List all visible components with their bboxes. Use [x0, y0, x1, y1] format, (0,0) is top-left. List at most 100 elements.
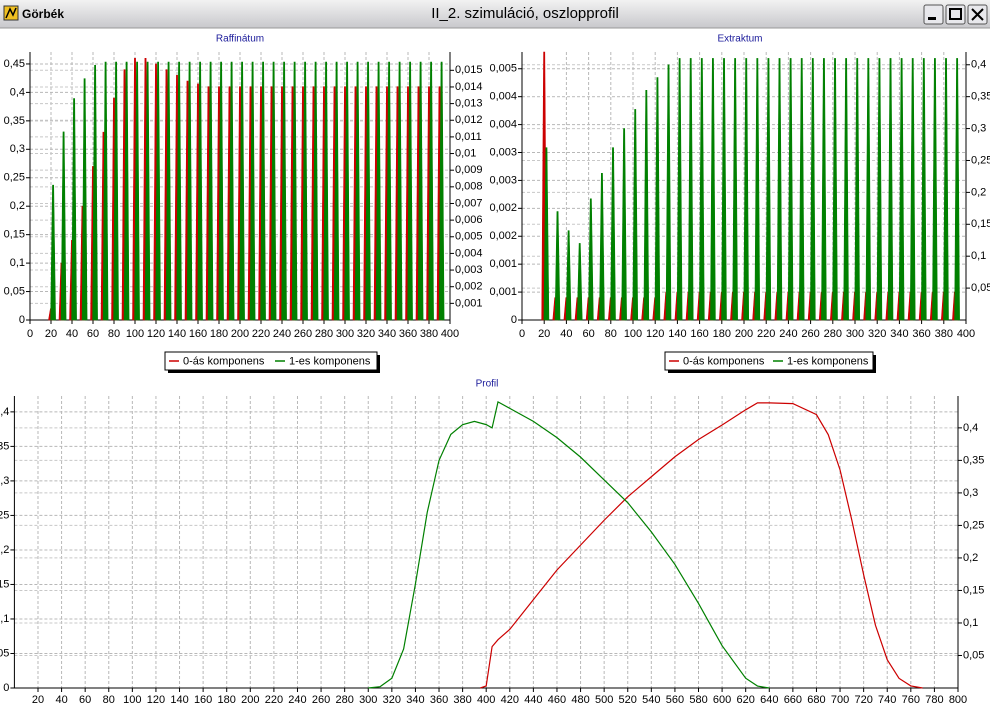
y-tick-label: 0,35: [0, 440, 9, 452]
stem: [943, 58, 949, 321]
x-tick-label: 120: [646, 328, 664, 340]
window-caption: Görbék: [22, 7, 64, 21]
x-tick-label: 120: [147, 328, 165, 340]
y2-tick-label: 0,35: [963, 454, 984, 466]
x-tick-label: 280: [315, 328, 333, 340]
stem: [932, 58, 938, 321]
y-tick-label: 0,1: [0, 613, 9, 625]
y2-tick-label: 0,35: [971, 91, 990, 103]
stem: [810, 58, 816, 321]
y2-tick-label: 0,1: [963, 617, 978, 629]
y-tick-label: 0,2: [0, 544, 9, 556]
minimize-button[interactable]: [923, 4, 944, 25]
stem: [665, 64, 672, 321]
stem: [621, 128, 627, 321]
y-tick-label: 0,003: [489, 146, 517, 158]
x-tick-label: 500: [595, 694, 613, 706]
stem: [386, 61, 392, 321]
x-tick-label: 160: [690, 328, 708, 340]
chart: Profil 20 40 60 80 100 120 140 160 180 200 220 240 26…: [0, 379, 984, 706]
x-tick-label: 800: [949, 694, 967, 706]
y2-tick-label: 0,014: [455, 81, 483, 93]
y-tick-label: 0,35: [4, 115, 25, 127]
y-tick-label: 0,4: [10, 86, 25, 98]
stem: [407, 61, 413, 321]
y2-tick-label: 0,011: [455, 131, 482, 143]
maximize-button[interactable]: [945, 4, 966, 25]
stem: [765, 58, 772, 321]
stem: [887, 58, 894, 321]
y2-tick-label: 0,009: [455, 164, 483, 176]
legend-label: 0-ás komponens: [183, 355, 265, 367]
y2-tick-label: 0,25: [971, 154, 990, 166]
x-tick-label: 80: [108, 328, 120, 340]
y-tick-label: 0,3: [0, 475, 9, 487]
y-tick-label: 0,004: [489, 118, 517, 130]
x-tick-label: 100: [123, 694, 141, 706]
y2-tick-label: 0,002: [455, 281, 483, 293]
close-button[interactable]: [967, 4, 988, 25]
y-tick-label: 0,15: [0, 578, 9, 590]
x-tick-label: 740: [878, 694, 896, 706]
y2-tick-label: 0,012: [455, 114, 483, 126]
x-tick-label: 220: [252, 328, 270, 340]
stem: [302, 61, 308, 321]
x-tick-label: 180: [713, 328, 731, 340]
stem: [333, 61, 340, 321]
y-tick-label: 0,002: [489, 230, 517, 242]
stem: [754, 58, 761, 321]
stem: [375, 61, 382, 321]
stem: [270, 61, 277, 321]
x-tick-label: 100: [126, 328, 144, 340]
y2-tick-label: 0,013: [455, 98, 483, 110]
stem: [417, 61, 424, 321]
y2-tick-label: 0,15: [971, 218, 990, 230]
y-tick-label: 0,25: [4, 172, 25, 184]
x-tick-label: 220: [757, 328, 775, 340]
stem: [260, 61, 266, 321]
y2-tick-label: 0,005: [455, 231, 483, 243]
stem: [291, 61, 298, 321]
stem: [710, 58, 716, 321]
y2-tick-label: 0,05: [971, 282, 990, 294]
x-tick-label: 80: [605, 328, 617, 340]
x-tick-label: 560: [666, 694, 684, 706]
x-tick-label: 0: [519, 328, 525, 340]
stem: [344, 61, 350, 321]
stem: [134, 61, 140, 321]
stem: [176, 61, 182, 321]
stem: [921, 58, 927, 321]
stem: [249, 61, 256, 321]
stem: [438, 61, 445, 321]
x-tick-label: 0: [27, 328, 33, 340]
x-tick-label: 140: [668, 328, 686, 340]
y2-tick-label: 0,004: [455, 247, 483, 259]
legend-label: 1-es komponens: [289, 355, 371, 367]
stem: [588, 198, 594, 321]
y2-tick-label: 0,05: [963, 649, 984, 661]
y2-tick-label: 0,4: [971, 59, 986, 71]
x-tick-label: 200: [241, 694, 259, 706]
x-tick-label: 360: [912, 328, 930, 340]
x-tick-label: 220: [265, 694, 283, 706]
x-tick-label: 620: [737, 694, 755, 706]
legend: [164, 351, 378, 371]
x-tick-label: 360: [399, 328, 417, 340]
stem: [787, 58, 794, 321]
stem: [732, 58, 738, 321]
stem: [50, 184, 56, 321]
x-tick-label: 380: [453, 694, 471, 706]
stem: [699, 58, 705, 321]
y-tick-label: 0: [511, 314, 517, 326]
title-bar: [0, 0, 990, 28]
y2-tick-label: 0,3: [963, 487, 978, 499]
stem: [676, 58, 683, 321]
x-tick-label: 60: [87, 328, 99, 340]
x-tick-label: 680: [807, 694, 825, 706]
stem: [396, 61, 403, 321]
x-tick-label: 340: [378, 328, 396, 340]
y2-tick-label: 0,4: [963, 422, 978, 434]
stem: [854, 58, 861, 321]
stem: [312, 61, 319, 321]
stem: [843, 58, 849, 321]
